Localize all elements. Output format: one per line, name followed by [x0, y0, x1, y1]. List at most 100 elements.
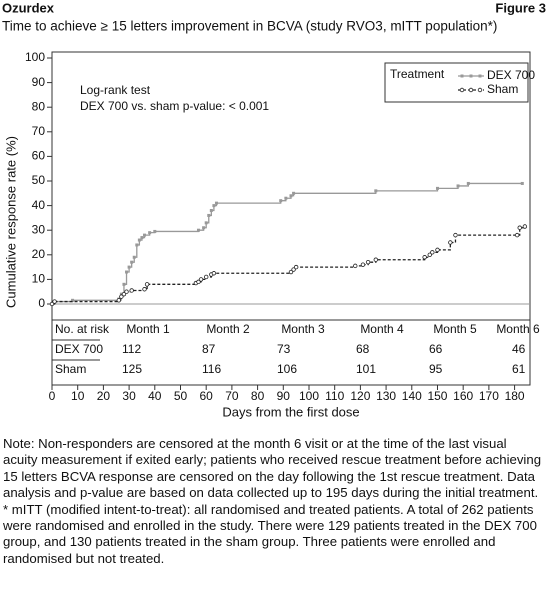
- legend-marker: [460, 74, 464, 78]
- point-marker: [212, 204, 216, 208]
- point-marker: [209, 209, 213, 213]
- point-marker: [514, 232, 520, 238]
- annotation: DEX 700 vs. sham p-value: < 0.001: [80, 99, 269, 113]
- point-marker: [137, 238, 141, 242]
- point-marker: [288, 269, 294, 275]
- at-risk-value: 66: [429, 342, 443, 356]
- header-left: Ozurdex: [2, 0, 55, 15]
- point-marker: [124, 289, 129, 294]
- point-marker: [453, 232, 458, 238]
- point-marker: [129, 288, 134, 293]
- y-axis-label: Cumulative response rate (%): [3, 136, 18, 308]
- legend-marker: [478, 74, 482, 78]
- x-tick-label: 180: [505, 389, 525, 403]
- at-risk-row-name: Sham: [55, 362, 86, 376]
- at-risk-column: Month 2: [206, 322, 250, 336]
- y-tick-label: 90: [32, 75, 46, 89]
- y-tick-label: 40: [32, 198, 46, 212]
- at-risk-value: 125: [122, 362, 142, 376]
- x-tick-label: 0: [49, 389, 56, 403]
- point-marker: [71, 298, 75, 302]
- point-marker: [52, 299, 57, 304]
- point-marker: [143, 233, 147, 237]
- point-marker: [284, 196, 288, 200]
- at-risk-value: 87: [202, 342, 216, 356]
- at-risk-value: 116: [202, 362, 221, 376]
- at-risk-row-name: DEX 700: [55, 342, 103, 356]
- point-marker: [196, 228, 200, 232]
- y-tick-label: 60: [32, 149, 46, 163]
- y-tick-label: 80: [32, 99, 46, 113]
- point-marker: [204, 221, 208, 225]
- annotation: Log-rank test: [80, 83, 151, 97]
- at-risk-header: No. at risk: [55, 322, 110, 336]
- at-risk-value: 46: [512, 342, 526, 356]
- legend-marker: [469, 74, 473, 78]
- legend-marker: [468, 87, 474, 93]
- point-marker: [122, 282, 126, 286]
- point-marker: [198, 277, 204, 282]
- y-tick-label: 50: [32, 173, 46, 187]
- y-tick-label: 30: [32, 222, 46, 236]
- notes: Note: Non-responders are censored at the…: [3, 436, 543, 567]
- y-tick-label: 20: [32, 247, 46, 261]
- x-axis-label: Days from the first dose: [222, 404, 359, 419]
- point-marker: [365, 259, 371, 265]
- point-marker: [127, 265, 131, 269]
- y-tick-label: 70: [32, 124, 46, 138]
- x-tick-label: 10: [71, 389, 85, 403]
- x-tick-label: 90: [277, 389, 291, 403]
- point-marker: [121, 291, 127, 297]
- legend-marker: [459, 87, 465, 93]
- at-risk-value: 101: [356, 362, 376, 376]
- point-marker: [520, 181, 524, 185]
- x-tick-label: 100: [299, 389, 319, 403]
- x-tick-label: 110: [325, 389, 344, 403]
- point-marker: [522, 224, 528, 229]
- x-tick-label: 60: [200, 389, 214, 403]
- at-risk-value: 61: [512, 362, 526, 376]
- at-risk-value: 106: [277, 362, 297, 376]
- point-marker: [435, 186, 439, 190]
- point-marker: [289, 194, 293, 198]
- point-marker: [435, 247, 440, 253]
- point-marker: [456, 184, 460, 188]
- point-marker: [119, 292, 123, 296]
- x-tick-label: 130: [376, 389, 396, 403]
- point-marker: [196, 279, 201, 285]
- at-risk-column: Month 1: [126, 322, 170, 336]
- legend-box: [384, 62, 529, 103]
- chart: Ozurdex Figure 3 Time to achieve ≥ 15 le…: [2, 0, 546, 419]
- point-marker: [448, 240, 453, 245]
- x-tick-label: 160: [453, 389, 473, 403]
- point-marker: [207, 213, 211, 217]
- point-marker: [116, 298, 122, 303]
- point-marker: [293, 264, 299, 270]
- at-risk-column: Month 4: [360, 322, 404, 336]
- point-marker: [360, 262, 366, 267]
- point-marker: [279, 199, 283, 203]
- legend-label: DEX 700: [487, 68, 535, 82]
- point-marker: [430, 250, 435, 255]
- point-marker: [119, 294, 124, 299]
- at-risk-value: 112: [122, 342, 141, 356]
- point-marker: [353, 263, 358, 269]
- at-risk-column: Month 5: [433, 322, 477, 336]
- point-marker: [373, 257, 379, 262]
- note: Note: Non-responders are censored at the…: [3, 436, 542, 501]
- point-marker: [466, 181, 470, 185]
- point-marker: [148, 231, 152, 235]
- point-marker: [140, 236, 144, 240]
- plot-frame: [51, 51, 531, 386]
- point-marker: [142, 287, 147, 292]
- point-marker: [211, 271, 217, 276]
- point-marker: [291, 267, 296, 272]
- point-marker: [153, 229, 157, 233]
- point-marker: [202, 226, 206, 230]
- point-marker: [292, 191, 296, 195]
- note: * mITT (modified intent-to-treat): all r…: [3, 501, 537, 566]
- header-right: Figure 3: [495, 0, 546, 15]
- point-marker: [135, 243, 139, 247]
- point-marker: [203, 274, 209, 280]
